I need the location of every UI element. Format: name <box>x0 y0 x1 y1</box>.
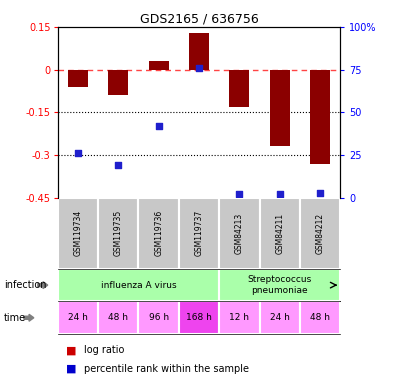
Text: ■: ■ <box>66 345 76 355</box>
Point <box>196 65 202 71</box>
Text: Streptococcus
pneumoniae: Streptococcus pneumoniae <box>248 275 312 295</box>
Point <box>277 191 283 197</box>
Bar <box>229 70 250 107</box>
Bar <box>300 301 340 334</box>
Text: influenza A virus: influenza A virus <box>101 281 176 290</box>
Bar <box>189 33 209 70</box>
Text: 168 h: 168 h <box>186 313 212 322</box>
Text: time: time <box>4 313 26 323</box>
Bar <box>179 198 219 269</box>
Bar <box>108 70 129 95</box>
Text: 24 h: 24 h <box>68 313 88 322</box>
Text: 24 h: 24 h <box>270 313 290 322</box>
Text: GSM84213: GSM84213 <box>235 213 244 254</box>
Bar <box>68 70 88 87</box>
Bar <box>219 269 340 301</box>
Bar <box>58 198 98 269</box>
Bar <box>98 301 139 334</box>
Bar <box>270 70 290 147</box>
Title: GDS2165 / 636756: GDS2165 / 636756 <box>140 13 258 26</box>
Text: GSM84211: GSM84211 <box>275 213 284 254</box>
Text: percentile rank within the sample: percentile rank within the sample <box>84 364 249 374</box>
Text: GSM119736: GSM119736 <box>154 210 163 257</box>
Text: GSM84212: GSM84212 <box>316 213 325 254</box>
Text: GSM119735: GSM119735 <box>114 210 123 257</box>
Bar <box>219 198 259 269</box>
Text: 48 h: 48 h <box>108 313 128 322</box>
Point <box>156 123 162 129</box>
Bar <box>139 301 179 334</box>
Bar <box>58 269 219 301</box>
Bar <box>310 70 330 164</box>
Text: 96 h: 96 h <box>148 313 169 322</box>
Bar <box>139 198 179 269</box>
Text: GSM119737: GSM119737 <box>195 210 203 257</box>
Text: ■: ■ <box>66 364 76 374</box>
Bar <box>219 301 259 334</box>
Text: log ratio: log ratio <box>84 345 124 355</box>
Bar <box>58 301 98 334</box>
Point <box>115 162 121 168</box>
Point <box>236 191 242 197</box>
Bar <box>259 301 300 334</box>
Text: GSM119734: GSM119734 <box>73 210 82 257</box>
Bar <box>300 198 340 269</box>
Point <box>317 190 323 196</box>
Point <box>75 150 81 156</box>
Bar <box>98 198 139 269</box>
Bar <box>148 61 169 70</box>
Bar <box>179 301 219 334</box>
Text: 12 h: 12 h <box>229 313 250 322</box>
Text: infection: infection <box>4 280 47 290</box>
Bar <box>259 198 300 269</box>
Text: 48 h: 48 h <box>310 313 330 322</box>
